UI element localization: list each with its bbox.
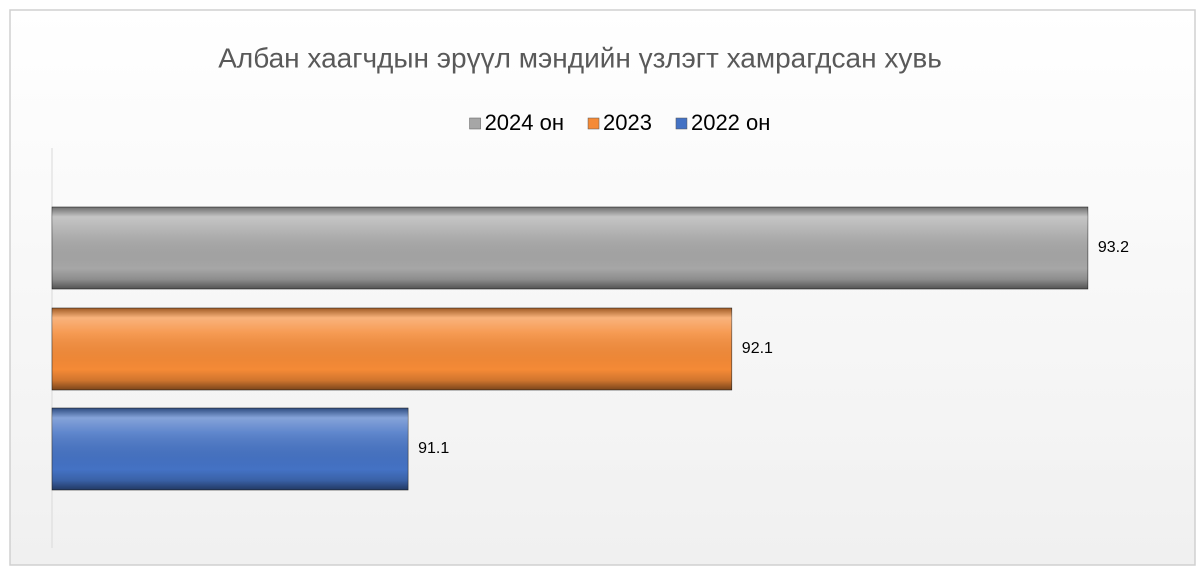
legend-swatch xyxy=(469,117,481,130)
data-label: 93.2 xyxy=(1098,239,1129,256)
chart-title: Албан хаагчдын эрүүл мэндийн үзлэгт хамр… xyxy=(218,42,942,73)
legend-swatch xyxy=(675,117,688,130)
legend-item: 2023 xyxy=(587,110,652,135)
data-label: 92.1 xyxy=(742,340,773,357)
bar-bevel xyxy=(52,207,1088,289)
legend-swatch xyxy=(587,117,600,130)
legend-item: 2024 он xyxy=(469,110,564,135)
legend-label: 2024 он xyxy=(485,110,564,135)
legend: 2024 он 2023 2022 он xyxy=(469,110,770,135)
legend-item: 2022 он xyxy=(675,110,770,135)
legend-label: 2022 он xyxy=(691,110,770,135)
legend-label: 2023 xyxy=(603,110,652,135)
bar-bevel xyxy=(52,408,409,490)
bar-bevel xyxy=(52,308,732,390)
data-label: 91.1 xyxy=(418,440,449,457)
